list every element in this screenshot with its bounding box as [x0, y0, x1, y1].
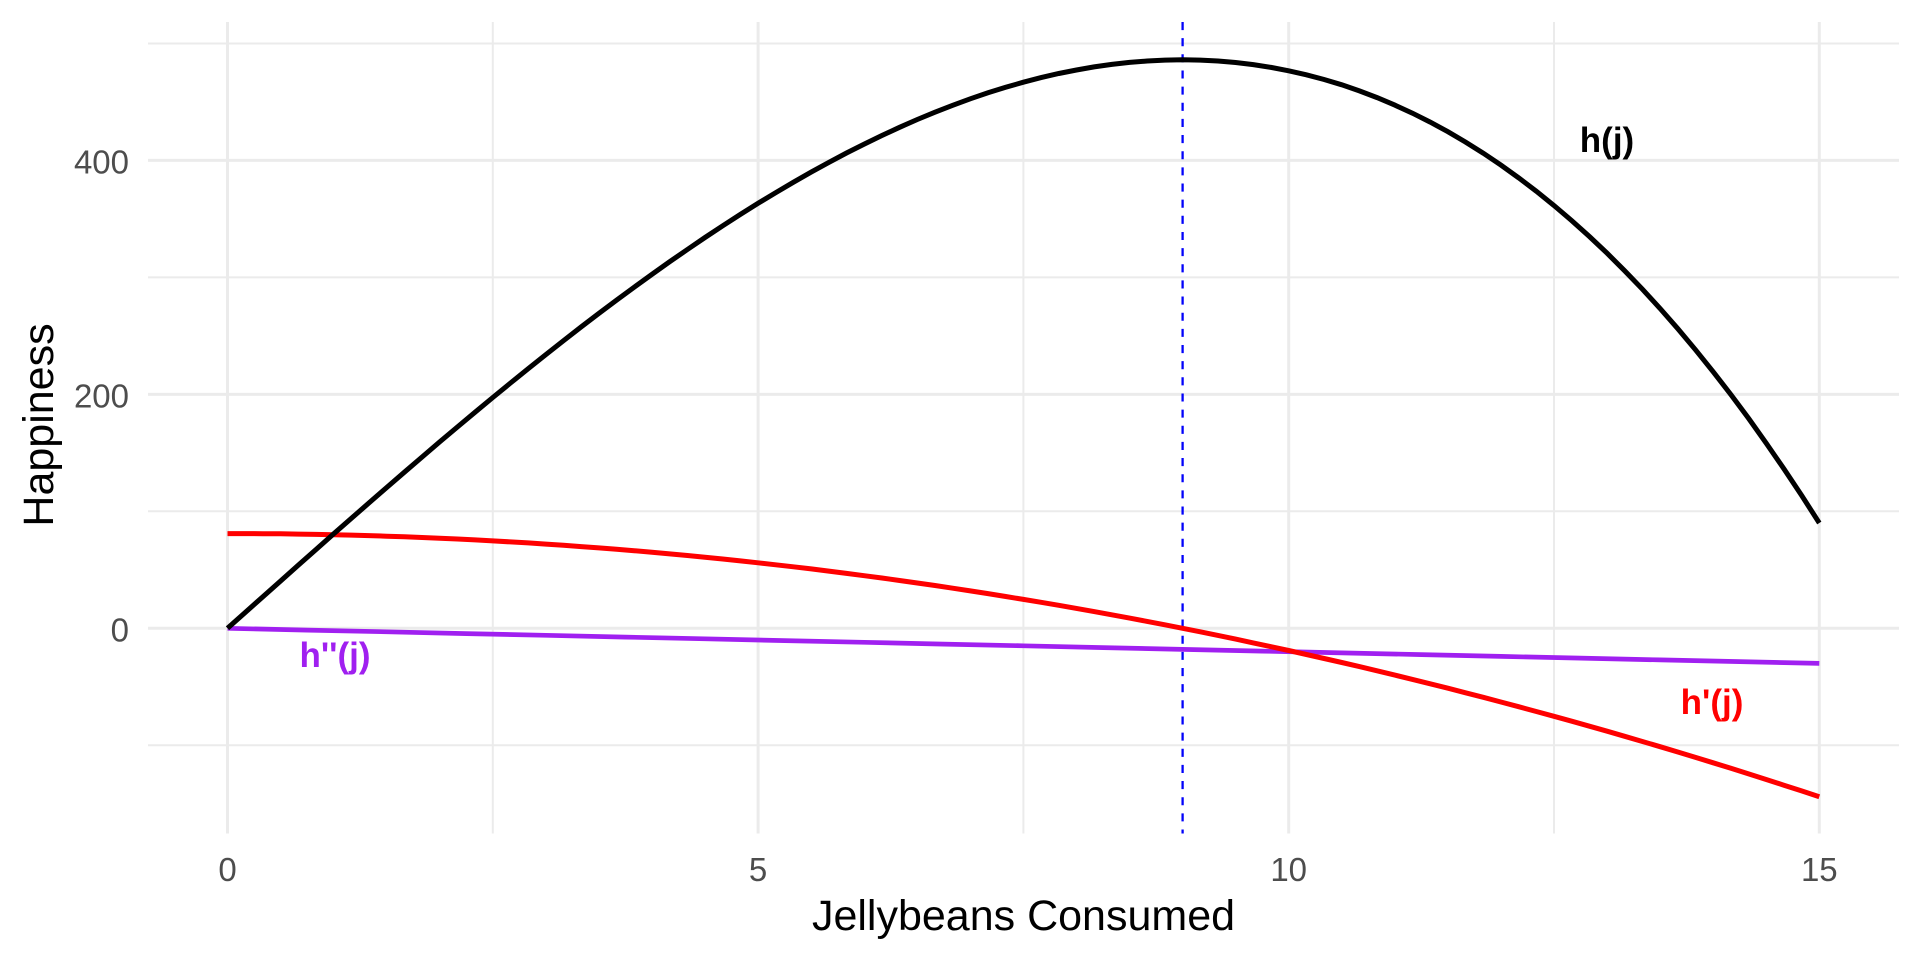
svg-text:Jellybeans Consumed: Jellybeans Consumed: [812, 892, 1235, 940]
svg-text:10: 10: [1270, 851, 1307, 888]
svg-text:h'(j): h'(j): [1681, 683, 1744, 722]
svg-text:Happiness: Happiness: [15, 323, 63, 526]
svg-text:h(j): h(j): [1580, 121, 1634, 160]
svg-text:5: 5: [749, 851, 767, 888]
svg-text:h''(j): h''(j): [299, 636, 370, 675]
svg-text:200: 200: [74, 377, 129, 414]
svg-text:15: 15: [1801, 851, 1838, 888]
svg-text:400: 400: [74, 143, 129, 180]
svg-text:0: 0: [111, 611, 129, 648]
svg-text:0: 0: [218, 851, 236, 888]
